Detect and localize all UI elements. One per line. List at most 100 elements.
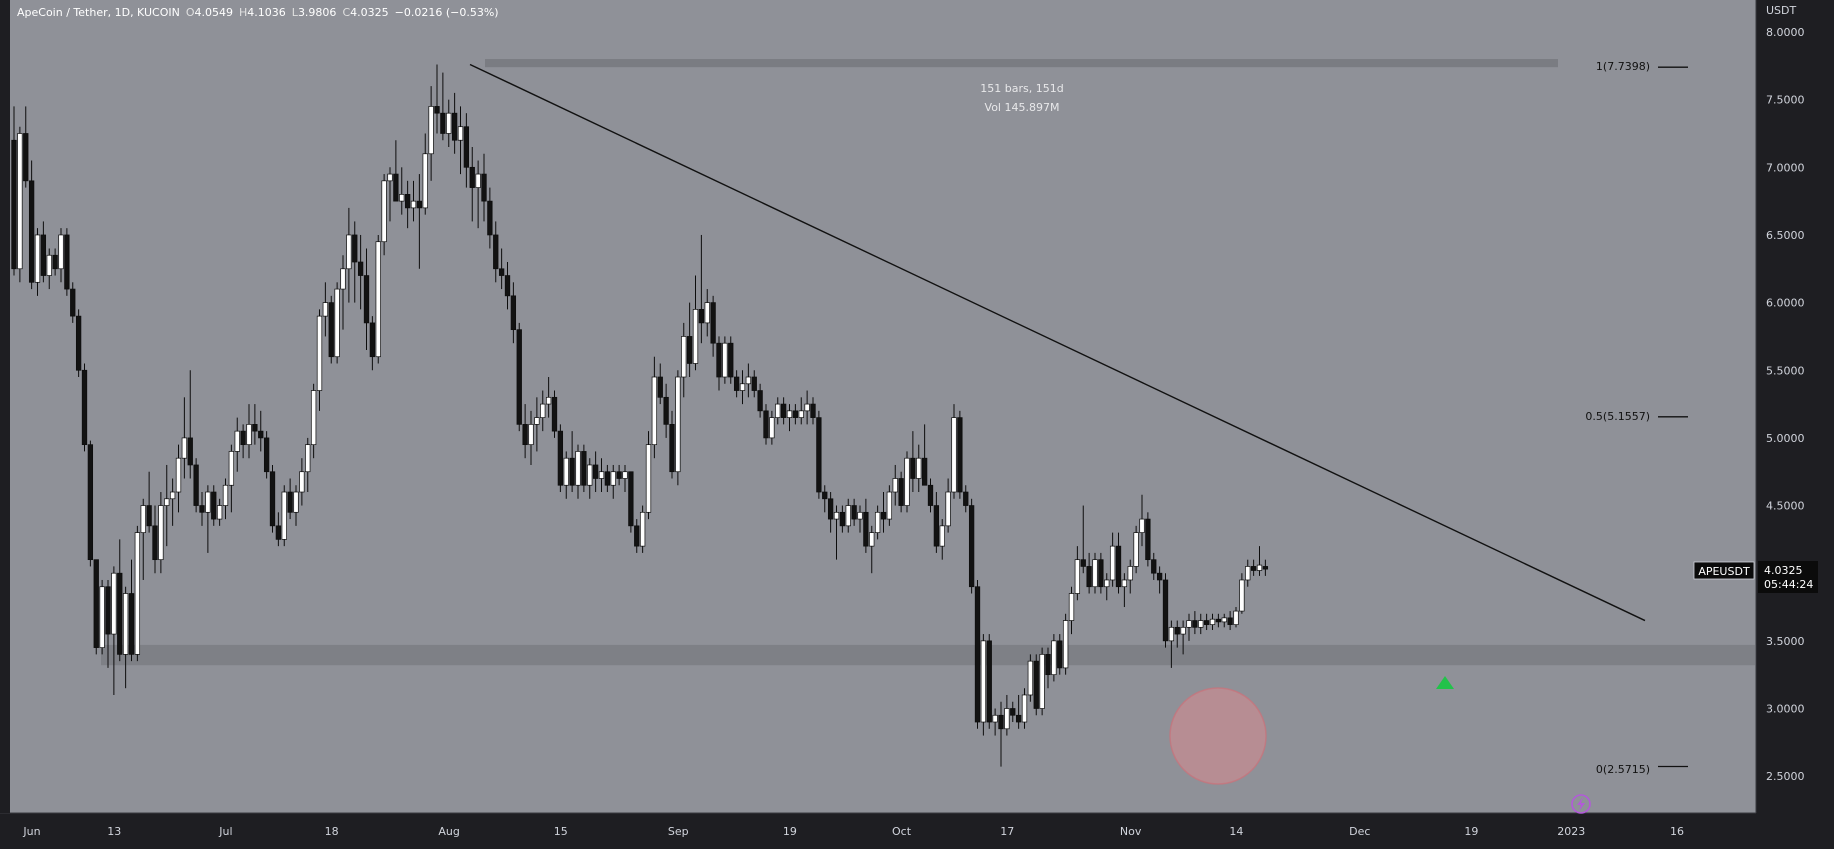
candle <box>1109 532 1116 587</box>
candle-body <box>675 376 681 473</box>
candle-body <box>399 194 405 202</box>
time-tick-label: Nov <box>1120 825 1142 838</box>
candle-body <box>381 180 387 243</box>
candle <box>921 424 928 486</box>
candle <box>827 492 834 533</box>
candle-body <box>587 464 593 486</box>
candle-body <box>70 288 76 317</box>
candle <box>510 282 517 344</box>
candle <box>258 410 264 452</box>
candle <box>105 579 111 668</box>
candle <box>663 383 669 438</box>
candle <box>522 404 528 459</box>
candle <box>111 566 117 695</box>
candle-body <box>275 525 282 540</box>
time-tick-label: 13 <box>107 825 121 838</box>
candle-body <box>722 342 728 378</box>
candle-body <box>551 396 558 432</box>
candle-body <box>857 511 863 520</box>
candle <box>152 505 158 574</box>
candle <box>340 255 346 330</box>
candle <box>216 498 223 526</box>
candle-body <box>833 511 840 520</box>
candle-body <box>493 234 499 270</box>
candle <box>904 451 910 513</box>
candle <box>11 106 17 276</box>
candle <box>1151 552 1157 580</box>
candle-body <box>463 126 470 168</box>
candle <box>369 316 376 371</box>
time-tick-label: Oct <box>892 825 912 838</box>
lightning-icon[interactable] <box>1571 794 1591 814</box>
candle-body <box>1004 708 1010 730</box>
candle-body <box>728 342 734 378</box>
candle <box>1074 546 1081 601</box>
candle <box>140 498 146 580</box>
candle <box>451 92 458 154</box>
candle-body <box>1145 518 1151 561</box>
candle-body <box>199 505 205 513</box>
fib-label-bottom: 0(2.5715) <box>1596 763 1650 776</box>
candle <box>481 153 487 222</box>
l-label: L <box>292 6 299 19</box>
candle <box>845 498 851 533</box>
candle <box>93 559 99 655</box>
candle <box>164 464 170 547</box>
symbol-badge-text: APEUSDT <box>1698 565 1750 578</box>
candle-body <box>187 437 193 466</box>
candle <box>998 701 1004 767</box>
candle-body <box>1015 714 1022 723</box>
candle <box>980 634 987 736</box>
candle-body <box>134 532 141 655</box>
candle-body <box>440 112 446 134</box>
price-axis-ticks[interactable]: 8.0000 7.5000 7.0000 6.5000 6.0000 5.5000 5.00… <box>1766 26 1805 783</box>
candle-body <box>1062 620 1069 669</box>
candle-body <box>933 505 940 547</box>
price-axis-panel <box>1756 0 1834 849</box>
candle <box>269 464 276 533</box>
candle-body <box>1233 610 1239 625</box>
candle-body <box>281 491 287 540</box>
candle <box>1068 586 1075 635</box>
candle-body <box>263 437 270 473</box>
price-tick-label: 7.5000 <box>1766 94 1805 107</box>
time-axis-panel <box>0 813 1756 849</box>
candle <box>1162 573 1169 648</box>
candle <box>234 417 240 472</box>
candle-body <box>786 410 793 418</box>
candle <box>986 634 992 729</box>
last-price-badge <box>1758 561 1818 593</box>
candle <box>40 221 47 283</box>
candle-body <box>1262 566 1269 570</box>
candle-body <box>140 505 146 533</box>
candle-body <box>446 112 452 134</box>
candle <box>1203 613 1210 631</box>
candle <box>393 140 399 202</box>
candle-body <box>287 491 293 513</box>
candle-body <box>639 511 646 547</box>
candle <box>475 160 481 229</box>
candle <box>246 404 252 459</box>
candle-body <box>11 139 17 270</box>
candle <box>551 390 558 438</box>
candle <box>939 519 945 560</box>
candle <box>422 133 428 215</box>
candle-body <box>669 424 675 473</box>
candle-body <box>957 417 963 493</box>
candle-body <box>916 457 922 479</box>
candle <box>1086 552 1092 594</box>
candle-body <box>404 194 411 209</box>
change-value: −0.0216 (−0.53%) <box>395 6 499 19</box>
candle-body <box>81 369 88 446</box>
candle <box>804 390 810 425</box>
candle <box>710 295 716 357</box>
candle-body <box>1021 694 1028 723</box>
candle <box>927 478 934 513</box>
candle <box>87 440 94 567</box>
price-tick-label: 4.5000 <box>1766 500 1805 513</box>
candle <box>1127 559 1133 594</box>
time-axis-ticks[interactable]: Jun 13 Jul 18 Aug 15 Sep 19 Oct 17 Nov 14 Dec 19 2023 1… <box>22 825 1684 838</box>
descending-trendline[interactable] <box>469 63 1646 622</box>
candle <box>128 559 135 662</box>
